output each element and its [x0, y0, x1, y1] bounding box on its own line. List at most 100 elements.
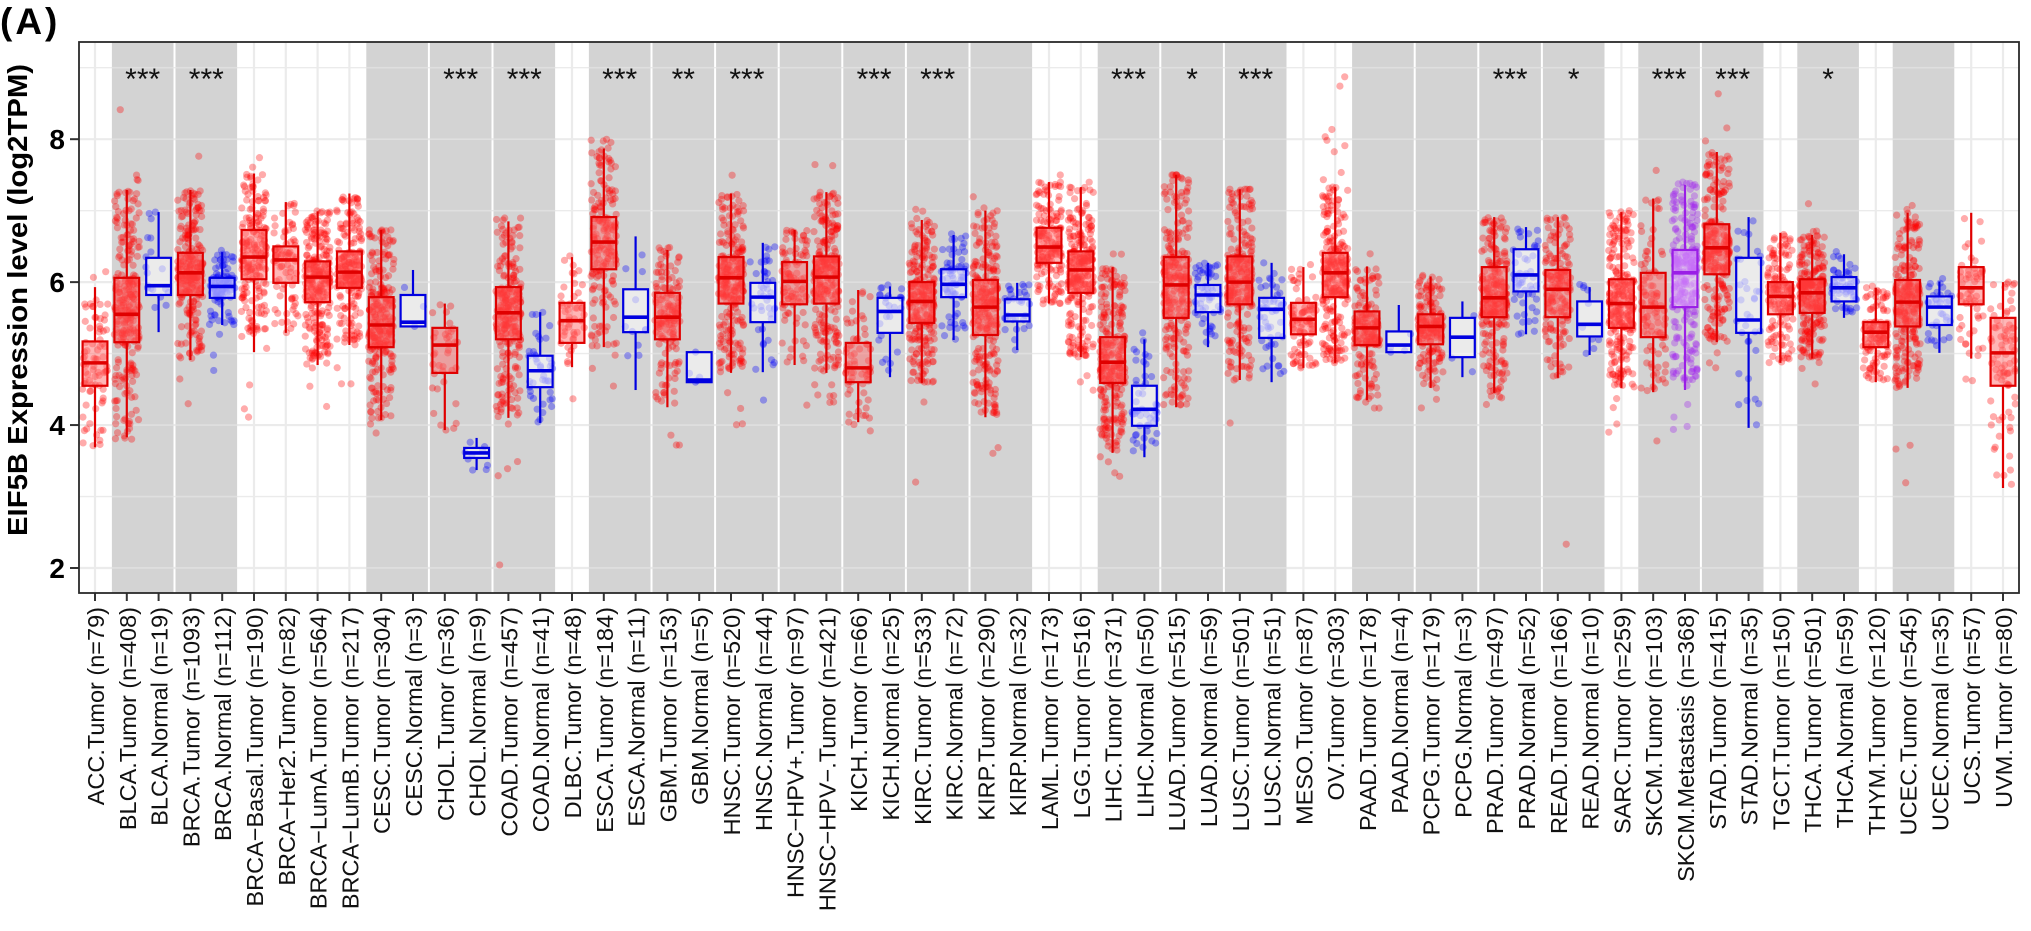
data-point — [452, 400, 459, 407]
data-point — [260, 194, 267, 201]
data-point — [924, 271, 931, 278]
data-point — [813, 207, 820, 214]
data-point — [974, 381, 981, 388]
data-point — [604, 341, 611, 348]
data-point — [675, 254, 682, 261]
data-point — [970, 222, 977, 229]
data-point — [969, 270, 976, 277]
data-point — [1083, 352, 1090, 359]
data-point — [290, 320, 297, 327]
data-point — [390, 260, 397, 267]
data-point — [1026, 322, 1033, 329]
data-point — [96, 328, 103, 335]
data-point — [341, 335, 348, 342]
data-point — [753, 270, 760, 277]
data-point — [548, 403, 555, 410]
data-point — [514, 224, 521, 231]
data-point — [494, 229, 501, 236]
data-point — [79, 439, 86, 446]
data-point — [785, 310, 792, 317]
data-point — [260, 288, 267, 295]
data-point — [1098, 284, 1105, 291]
data-point — [816, 310, 823, 317]
data-point — [973, 258, 980, 265]
data-point — [1002, 326, 1009, 333]
data-point — [194, 201, 201, 208]
data-point — [115, 356, 122, 363]
data-point — [989, 450, 996, 457]
data-point — [931, 246, 938, 253]
data-point — [134, 253, 141, 260]
data-point — [859, 290, 866, 297]
data-point — [255, 218, 262, 225]
data-point — [1153, 430, 1160, 437]
data-point — [986, 352, 993, 359]
data-point — [800, 309, 807, 316]
data-point — [919, 350, 926, 357]
data-point — [135, 209, 142, 216]
data-point — [453, 420, 460, 427]
data-point — [128, 411, 135, 418]
data-point — [1036, 189, 1043, 196]
data-point — [752, 366, 759, 373]
data-point — [994, 357, 1001, 364]
data-point — [591, 323, 598, 330]
data-point — [369, 250, 376, 257]
data-point — [304, 221, 311, 228]
data-point — [920, 398, 927, 405]
data-point — [243, 214, 250, 221]
comparison-band — [430, 42, 492, 593]
data-point — [811, 364, 818, 371]
data-point — [1184, 234, 1191, 241]
data-point — [182, 243, 189, 250]
data-point — [835, 356, 842, 363]
data-point — [779, 339, 786, 346]
data-point — [338, 380, 345, 387]
data-point — [1025, 281, 1032, 288]
data-point — [1088, 322, 1095, 329]
data-point — [718, 358, 725, 365]
data-point — [786, 354, 793, 361]
data-point — [906, 260, 913, 267]
data-point — [494, 407, 501, 414]
data-point — [755, 326, 762, 333]
data-point — [803, 241, 810, 248]
data-point — [740, 224, 747, 231]
data-point — [866, 293, 873, 300]
data-point — [100, 394, 107, 401]
data-point — [192, 316, 199, 323]
data-point — [501, 214, 508, 221]
data-point — [442, 426, 449, 433]
data-point — [638, 251, 645, 258]
data-point — [334, 305, 341, 312]
data-point — [1086, 214, 1093, 221]
data-point — [802, 321, 809, 328]
data-point — [717, 336, 724, 343]
data-point — [163, 302, 170, 309]
data-point — [1066, 189, 1073, 196]
data-point — [195, 191, 202, 198]
data-point — [1097, 453, 1104, 460]
data-point — [1132, 357, 1139, 364]
data-point — [176, 353, 183, 360]
data-point — [929, 358, 936, 365]
data-point — [323, 403, 330, 410]
data-point — [198, 343, 205, 350]
data-point — [929, 232, 936, 239]
data-point — [213, 270, 220, 277]
data-point — [802, 248, 809, 255]
data-point — [603, 136, 610, 143]
data-point — [828, 381, 835, 388]
data-point — [610, 382, 617, 389]
data-point — [588, 196, 595, 203]
data-point — [469, 466, 476, 473]
data-point — [671, 388, 678, 395]
data-point — [1118, 429, 1125, 436]
data-point — [495, 472, 502, 479]
data-point — [191, 327, 198, 334]
data-point — [1102, 290, 1109, 297]
data-point — [1105, 438, 1112, 445]
data-point — [939, 246, 946, 253]
data-point — [245, 414, 252, 421]
data-point — [342, 233, 349, 240]
